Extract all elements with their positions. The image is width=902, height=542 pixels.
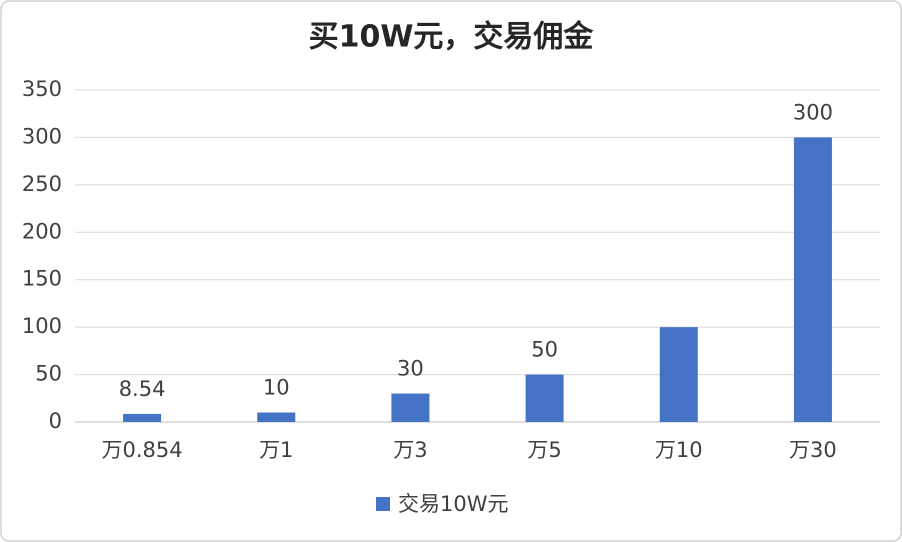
x-tick-label: 万1 bbox=[259, 438, 293, 462]
x-tick-label: 万30 bbox=[789, 438, 837, 462]
x-tick-label: 万10 bbox=[655, 438, 703, 462]
legend-label: 交易10W元 bbox=[398, 492, 509, 516]
x-tick-label: 万5 bbox=[527, 438, 561, 462]
bar bbox=[659, 327, 698, 422]
y-tick-label: 300 bbox=[22, 124, 62, 148]
y-tick-label: 0 bbox=[49, 409, 62, 433]
x-tick-label: 万3 bbox=[393, 438, 427, 462]
y-tick-label: 50 bbox=[35, 362, 62, 386]
data-label: 30 bbox=[397, 357, 424, 381]
x-tick-label: 万0.854 bbox=[102, 438, 183, 462]
y-tick-label: 100 bbox=[22, 314, 62, 338]
bar bbox=[257, 412, 296, 422]
bar bbox=[525, 374, 564, 422]
data-label: 50 bbox=[531, 338, 558, 362]
y-tick-label: 200 bbox=[22, 219, 62, 243]
data-label: 8.54 bbox=[119, 377, 166, 401]
bar bbox=[391, 393, 430, 422]
y-tick-label: 150 bbox=[22, 267, 62, 291]
y-tick-label: 250 bbox=[22, 172, 62, 196]
y-tick-label: 350 bbox=[22, 77, 62, 101]
bar bbox=[793, 137, 832, 422]
chart-title: 买10W元，交易佣金 bbox=[309, 20, 595, 55]
data-label: 300 bbox=[793, 100, 833, 124]
data-label: 10 bbox=[263, 376, 290, 400]
bar bbox=[123, 413, 162, 422]
legend-swatch bbox=[376, 497, 390, 511]
